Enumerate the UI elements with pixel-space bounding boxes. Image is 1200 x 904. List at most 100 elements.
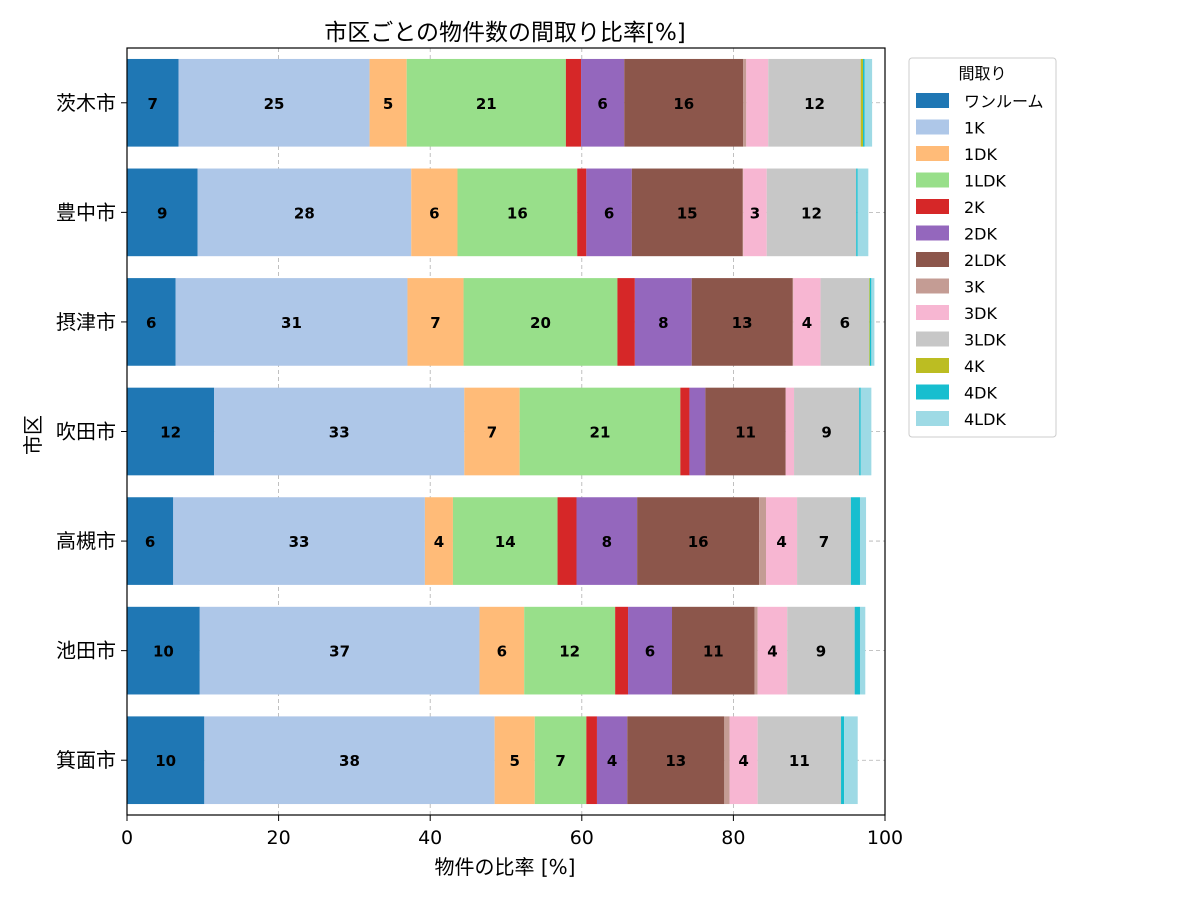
bar-segment (860, 387, 872, 476)
bar-value-label: 9 (157, 204, 167, 222)
bar-segment (634, 278, 692, 366)
bar-value-label: 38 (339, 752, 360, 770)
legend-label: 1LDK (964, 172, 1006, 191)
bar-segment (689, 387, 706, 476)
bar-segment (680, 387, 690, 476)
bar-segment (424, 497, 453, 585)
legend-swatch (916, 411, 949, 426)
bar-segment (411, 168, 458, 257)
bar-value-label: 7 (430, 314, 440, 332)
x-tick-label: 20 (267, 827, 291, 849)
bar-value-label: 10 (153, 643, 174, 661)
legend-swatch (916, 146, 949, 161)
bar-segment (617, 278, 635, 366)
bar-value-label: 4 (802, 314, 812, 332)
bar-segment (787, 606, 855, 695)
bar-segment (856, 168, 858, 257)
bar-segment (743, 168, 767, 257)
y-tick-label: 高槻市 (56, 529, 116, 553)
bar-value-label: 16 (688, 533, 709, 551)
x-tick-label: 0 (121, 827, 133, 849)
bar-value-label: 7 (555, 752, 565, 770)
bar-segment (175, 278, 408, 366)
bar-segment (577, 168, 587, 257)
bar-segment (820, 278, 870, 366)
legend-swatch (916, 119, 949, 135)
bar-segment (596, 716, 628, 805)
y-tick-label: 茨木市 (56, 91, 116, 115)
bar-segment (369, 58, 407, 147)
y-axis-label: 市区 (21, 415, 45, 455)
bar-segment (127, 278, 176, 366)
bar-segment (859, 387, 861, 476)
bar-segment (757, 716, 842, 805)
bar-value-label: 6 (604, 204, 614, 222)
bar-segment (557, 497, 577, 585)
bar-segment (565, 58, 582, 147)
bar-segment (742, 168, 744, 257)
bar-segment (173, 497, 425, 585)
legend-label: 3K (964, 278, 985, 297)
legend-swatch (916, 278, 949, 294)
legend-swatch (916, 331, 949, 347)
bar-segment (127, 58, 179, 147)
bar-segment (534, 716, 587, 805)
bar-value-label: 4 (776, 533, 786, 551)
bar-value-label: 6 (645, 643, 655, 661)
bar-value-label: 21 (476, 95, 497, 113)
chart-title: 市区ごとの物件数の間取り比率[%] (324, 20, 686, 46)
bar-value-label: 14 (495, 533, 516, 551)
bar-segment (794, 387, 860, 476)
bar-value-label: 31 (281, 314, 302, 332)
bar-segment (857, 168, 869, 257)
bar-segment (785, 387, 795, 476)
bar-segment (624, 58, 744, 147)
legend-label: 2DK (964, 225, 998, 244)
bar-value-label: 10 (155, 752, 176, 770)
x-tick-label: 80 (721, 827, 745, 849)
bar-value-label: 6 (497, 643, 507, 661)
bar-segment (841, 716, 845, 805)
bar-value-label: 13 (665, 752, 686, 770)
bar-value-label: 16 (673, 95, 694, 113)
bar-segment (844, 716, 858, 805)
legend-label: 3DK (964, 304, 998, 323)
bar-segment (407, 278, 464, 366)
x-axis-label: 物件の比率 [%] (435, 855, 576, 879)
legend-label: 1DK (964, 145, 998, 164)
bar-segment (576, 497, 638, 585)
bar-segment (759, 497, 766, 585)
bar-segment (464, 387, 520, 476)
legend-swatch (916, 199, 949, 214)
bar-segment (615, 606, 629, 695)
x-tick-label: 100 (867, 827, 903, 849)
bar-segment (406, 58, 566, 147)
bar-segment (627, 716, 725, 805)
bar-segment (463, 278, 618, 366)
x-tick-label: 40 (418, 827, 442, 849)
bar-segment (197, 168, 412, 257)
y-tick-label: 箕面市 (56, 748, 116, 772)
bar-value-label: 3 (750, 204, 760, 222)
bar-segment (214, 387, 465, 476)
bar-value-label: 4 (738, 752, 748, 770)
legend-label: ワンルーム (964, 92, 1044, 111)
bar-segment (859, 497, 867, 585)
bar-segment (793, 278, 821, 366)
y-tick-label: 摂津市 (56, 310, 116, 334)
bar-value-label: 33 (329, 424, 350, 442)
bar-value-label: 21 (590, 424, 611, 442)
y-tick-label: 吹田市 (56, 420, 116, 444)
bar-value-label: 11 (789, 752, 810, 770)
legend-swatch (916, 384, 949, 400)
bar-segment (797, 497, 851, 585)
legend-swatch (916, 358, 949, 373)
bar-segment (754, 606, 758, 695)
bar-segment (859, 606, 866, 695)
bar-value-label: 4 (767, 643, 777, 661)
legend-label: 4DK (964, 384, 998, 403)
bar-segment (757, 606, 788, 695)
bar-segment (127, 716, 205, 805)
